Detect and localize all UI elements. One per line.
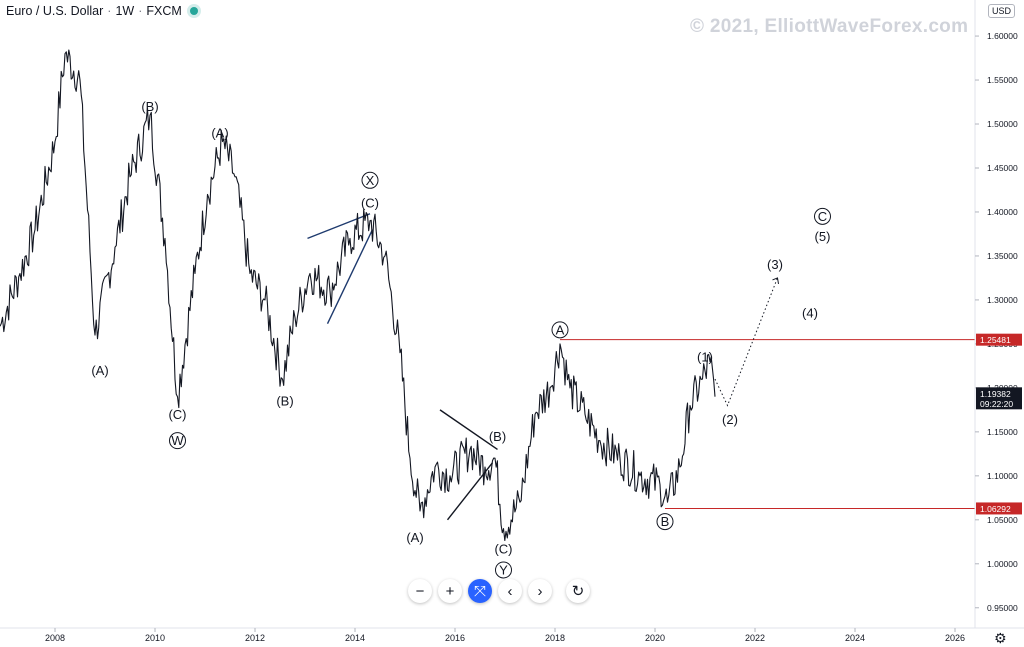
title-separator: · [107, 4, 112, 18]
watermark: © 2021, ElliottWaveForex.com [690, 16, 969, 37]
y-tick-label: 1.55000 [987, 75, 1018, 85]
reset-view-button[interactable]: ⤧ [468, 579, 492, 603]
wave-label: (C) [361, 196, 379, 211]
chart-title: Euro / U.S. Dollar · 1W · FXCM [6, 4, 198, 18]
wave-label: (C) [168, 407, 186, 422]
wave-label: W [171, 433, 184, 448]
currency-badge[interactable]: USD [988, 4, 1016, 18]
wave-label: (C) [494, 541, 512, 556]
symbol-name: Euro / U.S. Dollar [6, 4, 104, 18]
wave-labels: (B) (A) (C) W (A) (B) X (C) (A) (B) (C) Y A B (1) (2) (3… [91, 99, 831, 579]
wave-label: (B) [489, 429, 506, 444]
wave-label: X [366, 173, 375, 188]
wave-label: (4) [802, 306, 818, 321]
wave-label: A [556, 322, 565, 337]
wave-label: (A) [406, 530, 423, 545]
wave-label: (B) [276, 394, 293, 409]
projection-line [714, 277, 778, 407]
y-tick-label: 1.35000 [987, 251, 1018, 261]
price-tag-label: 1.25481 [980, 335, 1011, 345]
reset-chart-button[interactable]: ↻ [566, 579, 590, 603]
x-axis: 2008 2010 2012 2014 2016 2018 2020 2022 2024 2026 [0, 627, 1024, 643]
price-line [0, 49, 716, 542]
wave-label: (A) [91, 363, 108, 378]
exchange-label: FXCM [146, 4, 182, 18]
x-tick-label: 2014 [345, 633, 365, 643]
y-tick-label: 1.10000 [987, 471, 1018, 481]
x-tick-label: 2022 [745, 633, 765, 643]
x-tick-label: 2026 [945, 633, 965, 643]
price-tag-box [976, 333, 1022, 346]
x-tick-label: 2018 [545, 633, 565, 643]
x-tick-label: 2008 [45, 633, 65, 643]
y-tick-label: 1.15000 [987, 427, 1018, 437]
wave-label: B [661, 514, 670, 529]
trendline [307, 213, 371, 240]
wave-label: C [818, 209, 827, 224]
x-tick-label: 2024 [845, 633, 865, 643]
scroll-right-button[interactable]: › [528, 579, 552, 603]
wave-label: (5) [815, 229, 831, 244]
price-tag-box [976, 502, 1022, 515]
wave-label: (2) [722, 412, 738, 427]
x-tick-label: 2016 [445, 633, 465, 643]
wave-label: (3) [767, 257, 783, 272]
price-tag-box [976, 387, 1022, 410]
x-tick-label: 2020 [645, 633, 665, 643]
title-separator: · [138, 4, 143, 18]
interval-label[interactable]: 1W [115, 4, 135, 18]
y-tick-label: 0.95000 [987, 603, 1018, 613]
price-tag-label: 09:22:20 [980, 399, 1013, 409]
wave-label: (B) [141, 99, 158, 114]
pattern-lines [307, 213, 498, 521]
y-tick-label: 1.60000 [987, 31, 1018, 41]
price-tag-label: 1.06292 [980, 504, 1011, 514]
projection-arrowhead [772, 277, 779, 285]
wave-label-circle [814, 207, 831, 225]
zoom-out-button[interactable]: − [408, 579, 432, 603]
settings-icon[interactable]: ⚙ [994, 630, 1007, 646]
chart-toolbar: − + ⤧ ‹ › ↻ [408, 578, 590, 604]
y-tick-label: 1.45000 [987, 163, 1018, 173]
y-tick-label: 1.40000 [987, 207, 1018, 217]
wave-label-circle [656, 513, 674, 531]
wave-label-circle [169, 432, 186, 450]
y-tick-label: 1.30000 [987, 295, 1018, 305]
market-status-icon [189, 7, 198, 15]
y-axis: 1.60000 1.55000 1.50000 1.45000 1.40000 1.350… [974, 0, 1018, 628]
scroll-left-button[interactable]: ‹ [498, 579, 522, 603]
price-tag-label: 1.19382 [980, 389, 1011, 399]
x-tick-label: 2010 [145, 633, 165, 643]
y-tick-label: 1.50000 [987, 119, 1018, 129]
y-tick-label: 1.05000 [987, 515, 1018, 525]
wave-label: (1) [697, 350, 713, 365]
wave-label-circle [361, 171, 379, 189]
wave-label-circle [551, 321, 569, 339]
trendline [439, 409, 498, 451]
zoom-in-button[interactable]: + [438, 579, 462, 603]
wave-label-circle [495, 561, 512, 579]
x-tick-label: 2012 [245, 633, 265, 643]
wave-label: (A) [211, 125, 228, 140]
horizontal-levels [560, 339, 975, 509]
wave-label: Y [499, 562, 508, 577]
y-tick-label: 1.00000 [987, 559, 1018, 569]
projection-path [714, 277, 779, 407]
trendline [326, 229, 374, 324]
price-series [0, 49, 716, 542]
